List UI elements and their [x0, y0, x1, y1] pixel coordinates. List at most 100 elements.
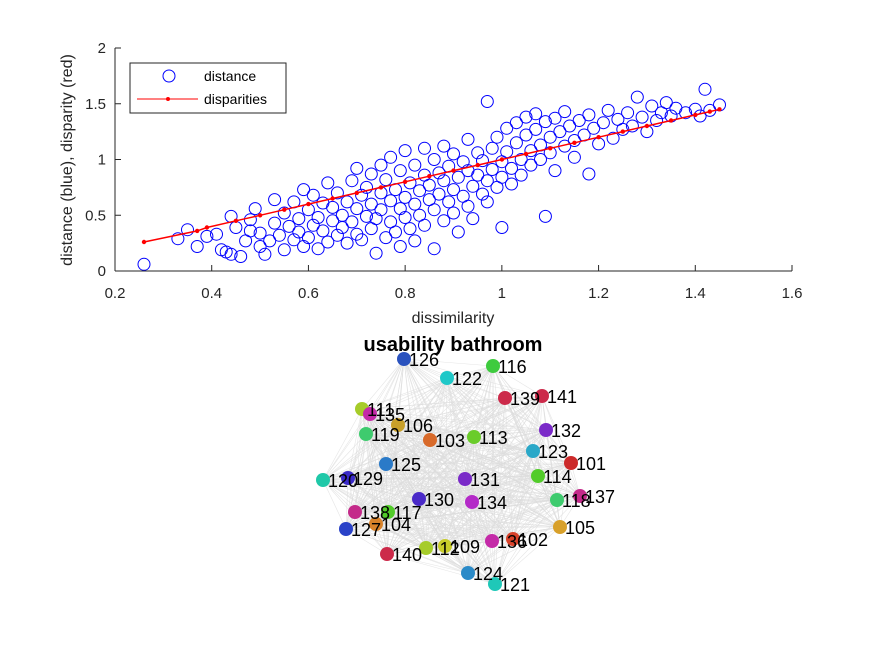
network-node [359, 427, 373, 441]
disparity-point [572, 140, 577, 145]
distance-point [645, 99, 659, 113]
distance-point [345, 215, 359, 229]
distance-point [389, 225, 402, 239]
distance-point [635, 110, 649, 124]
network-edge [541, 395, 572, 464]
network-node [539, 423, 553, 437]
distance-point [398, 144, 412, 158]
network-edge [345, 528, 514, 540]
network-node-label: 116 [498, 357, 527, 377]
network-node-label: 114 [543, 467, 572, 487]
distance-point [447, 206, 460, 220]
network-edge [467, 526, 561, 574]
network-edge [444, 545, 496, 585]
network-title: usability bathroom [364, 334, 543, 356]
network-edge [369, 397, 506, 415]
distance-point [679, 106, 693, 120]
network-edge [387, 511, 446, 547]
network-node-label: 123 [538, 442, 568, 462]
distance-point [466, 179, 480, 193]
network-edge [446, 377, 543, 397]
network-node-label: 135 [375, 405, 405, 425]
network-edge [386, 553, 469, 574]
network-node-label: 136 [497, 532, 527, 552]
network-edge [385, 462, 572, 465]
distance-point [548, 164, 562, 178]
network-edges [322, 358, 581, 585]
x-tick-label: 1 [498, 285, 506, 302]
network-edge [365, 365, 494, 435]
network-node [458, 472, 472, 486]
network-edge [429, 439, 534, 452]
disparity-point [378, 185, 384, 190]
distance-point [572, 114, 586, 127]
distance-point [355, 188, 369, 202]
network-edge [471, 365, 494, 503]
x-tick-label: 1.6 [782, 285, 803, 302]
network-node-label: 106 [403, 416, 433, 436]
network-edge [541, 395, 581, 497]
network-edge [491, 499, 558, 542]
network-edge [418, 498, 561, 528]
network-edge [387, 501, 473, 513]
network-edge [386, 436, 475, 555]
distance-point [210, 227, 223, 241]
distance-point [442, 195, 456, 209]
network-node-label: 129 [353, 469, 383, 489]
network-node [461, 566, 475, 580]
network-node [440, 371, 454, 385]
distance-point [524, 144, 538, 158]
y-tick-label: 0.5 [85, 207, 106, 224]
distance-point [630, 90, 644, 104]
disparity-point [195, 228, 200, 234]
distance-point [471, 168, 485, 182]
network-edge [545, 429, 561, 528]
network-edge [361, 365, 494, 410]
distance-point [437, 139, 451, 153]
disparity-point [306, 201, 311, 207]
network-edge [354, 478, 466, 513]
network-edge [471, 501, 496, 585]
network-edge [385, 463, 493, 542]
network-edge [473, 429, 547, 438]
network-edge [494, 526, 561, 585]
network-edge [386, 511, 389, 555]
disparity-point [427, 174, 432, 179]
distance-point [330, 228, 344, 242]
disparity-point [548, 146, 553, 151]
disparity-point [644, 123, 650, 129]
network-edge [385, 463, 539, 477]
distance-point [447, 183, 460, 197]
disparity-point [257, 213, 263, 218]
network-edge [322, 479, 356, 513]
distance-point [350, 161, 364, 175]
network-edge [446, 377, 534, 452]
network-node-label: 109 [450, 537, 480, 557]
x-axis-label: dissimilarity [412, 310, 495, 327]
network-edge [347, 477, 558, 501]
legend-distance-label: distance [204, 68, 256, 84]
network-edge [425, 478, 466, 549]
network-edge [471, 499, 558, 503]
distance-points [137, 82, 726, 271]
network-edge [361, 377, 448, 410]
network-edge [446, 377, 547, 431]
network-node [363, 407, 377, 421]
network-edge [386, 478, 466, 555]
network-node [423, 433, 437, 447]
network-edge [365, 397, 506, 435]
disparity-point [330, 196, 335, 201]
network-edge [512, 429, 547, 540]
network-edge [467, 462, 572, 574]
network-edge [345, 429, 547, 530]
network-edge [446, 377, 506, 399]
network-edge [444, 462, 572, 547]
distance-point [432, 187, 446, 201]
distance-point [360, 180, 373, 194]
distance-point [529, 107, 543, 121]
distance-point [413, 184, 427, 198]
network-edge [347, 477, 420, 500]
distance-point [519, 110, 533, 124]
x-tick-label: 0.8 [395, 285, 416, 302]
network-edge [322, 450, 534, 481]
